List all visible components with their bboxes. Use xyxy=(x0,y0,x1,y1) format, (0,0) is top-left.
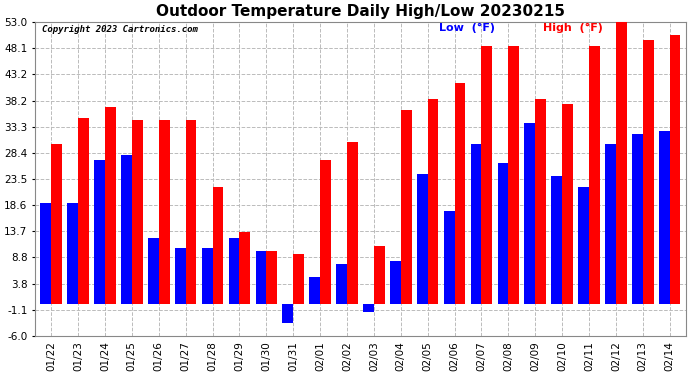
Bar xyxy=(41,203,51,304)
Bar xyxy=(455,83,465,304)
Bar xyxy=(239,232,250,304)
Text: Copyright 2023 Cartronics.com: Copyright 2023 Cartronics.com xyxy=(41,25,197,34)
Bar xyxy=(175,248,186,304)
Bar xyxy=(148,237,159,304)
Bar xyxy=(68,203,78,304)
Bar xyxy=(78,118,89,304)
Bar xyxy=(309,278,320,304)
Bar xyxy=(255,251,266,304)
Bar xyxy=(632,134,643,304)
Bar xyxy=(213,187,224,304)
Bar xyxy=(497,163,509,304)
Bar xyxy=(266,251,277,304)
Bar xyxy=(347,142,357,304)
Bar xyxy=(670,35,680,304)
Bar xyxy=(374,246,384,304)
Bar xyxy=(551,176,562,304)
Bar xyxy=(121,155,132,304)
Title: Outdoor Temperature Daily High/Low 20230215: Outdoor Temperature Daily High/Low 20230… xyxy=(156,4,565,19)
Bar xyxy=(132,120,143,304)
Bar xyxy=(293,254,304,304)
Bar xyxy=(401,110,411,304)
Bar xyxy=(320,160,331,304)
Bar xyxy=(105,107,116,304)
Bar xyxy=(643,40,653,304)
Text: Low  (°F): Low (°F) xyxy=(439,23,495,33)
Text: High  (°F): High (°F) xyxy=(542,23,602,33)
Bar xyxy=(95,160,105,304)
Bar xyxy=(578,187,589,304)
Bar xyxy=(201,248,213,304)
Bar xyxy=(589,46,600,304)
Bar xyxy=(336,264,347,304)
Bar xyxy=(605,144,616,304)
Bar xyxy=(616,22,627,304)
Bar xyxy=(282,304,293,323)
Bar xyxy=(417,174,428,304)
Bar xyxy=(444,211,455,304)
Bar xyxy=(363,304,374,312)
Bar xyxy=(390,261,401,304)
Bar xyxy=(186,120,197,304)
Bar xyxy=(659,131,670,304)
Bar xyxy=(482,46,492,304)
Bar xyxy=(428,99,438,304)
Bar xyxy=(524,123,535,304)
Bar xyxy=(228,237,239,304)
Bar xyxy=(535,99,546,304)
Bar xyxy=(509,46,519,304)
Bar xyxy=(159,120,170,304)
Bar xyxy=(51,144,62,304)
Bar xyxy=(471,144,482,304)
Bar xyxy=(562,104,573,304)
